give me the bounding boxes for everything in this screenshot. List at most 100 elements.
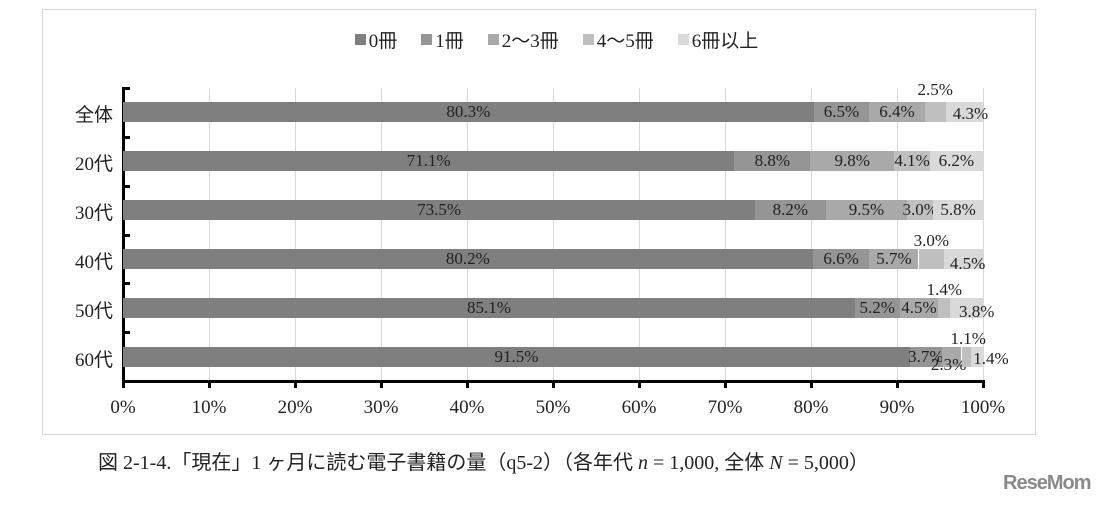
bar-row: 80.2% 6.6% 5.7% 3.0% 4.5% bbox=[123, 231, 985, 273]
gridline bbox=[897, 88, 898, 381]
x-tick bbox=[810, 380, 813, 388]
value-label: 6.4% bbox=[879, 102, 915, 122]
category-label: 30代 bbox=[74, 203, 113, 225]
y-tick bbox=[122, 233, 130, 237]
x-tick-label: 40% bbox=[449, 397, 485, 418]
x-tick bbox=[466, 380, 469, 388]
x-tick-label: 90% bbox=[879, 397, 915, 418]
bar-segment bbox=[810, 151, 895, 172]
bar-segment bbox=[894, 151, 930, 172]
bar-segment bbox=[812, 248, 870, 269]
bar-row: 73.5% 8.2% 9.5% 3.0% 5.8% bbox=[123, 200, 983, 221]
x-tick-label: 50% bbox=[535, 397, 571, 418]
bar-row: 91.5% 3.7% 2.3% 1.1% 1.4% bbox=[123, 329, 1009, 374]
y-tick bbox=[122, 331, 130, 335]
value-label: 8.2% bbox=[772, 200, 809, 220]
gridline bbox=[983, 88, 984, 381]
gridline bbox=[381, 88, 382, 381]
bar-segment bbox=[123, 248, 813, 269]
value-label: 3.0% bbox=[913, 230, 950, 250]
gridline bbox=[209, 88, 210, 381]
value-label: 1.4% bbox=[926, 279, 963, 299]
legend-item: 6冊以上 bbox=[677, 26, 759, 53]
legend-swatch-icon bbox=[582, 34, 594, 45]
value-label: 85.1% bbox=[466, 297, 511, 317]
x-tick bbox=[724, 380, 727, 388]
bar-segment bbox=[961, 346, 971, 367]
bar-segment bbox=[970, 346, 983, 367]
value-label: 6.5% bbox=[823, 102, 860, 122]
legend-label: 4～5冊 bbox=[596, 31, 654, 52]
bar-segment bbox=[123, 200, 756, 221]
x-tick-label: 30% bbox=[363, 397, 399, 418]
plot-area: 0% 10% 20% 30% 40% 50% 60% 70% 80% 90% 100% 全体 80.3%… bbox=[75, 80, 1009, 418]
bar-segment bbox=[734, 151, 811, 172]
value-label: 73.5% bbox=[417, 200, 462, 220]
category-label: 全体 bbox=[74, 105, 113, 127]
caption-n-value: = 1,000, 全体 bbox=[647, 452, 770, 474]
value-label: 3.8% bbox=[958, 301, 995, 321]
y-tick bbox=[122, 135, 130, 139]
x-tick bbox=[208, 380, 211, 388]
bar-segment bbox=[854, 297, 900, 318]
category-label: 60代 bbox=[74, 349, 113, 371]
value-label: 5.7% bbox=[876, 248, 912, 268]
bar-segment bbox=[123, 346, 910, 367]
x-tick bbox=[552, 380, 555, 388]
resemom-logo: ReseMom bbox=[1003, 472, 1091, 494]
value-label: 1.1% bbox=[950, 328, 986, 348]
x-tick bbox=[638, 380, 641, 388]
gridline bbox=[811, 88, 812, 381]
legend-label: 1冊 bbox=[435, 31, 464, 52]
x-tick bbox=[122, 380, 125, 388]
legend-swatch-icon bbox=[354, 34, 366, 45]
chart-legend: 0冊 1冊 2～3冊 4～5冊 6冊以上 bbox=[0, 26, 1113, 53]
value-label: 4.5% bbox=[901, 297, 937, 317]
legend-label: 6冊以上 bbox=[691, 31, 759, 52]
caption-prefix: 図 2-1-4.「現在」1 ヶ月に読む電子書籍の量（q5-2）（各年代 bbox=[98, 452, 638, 474]
value-label: 5.2% bbox=[859, 297, 895, 317]
gridline bbox=[467, 88, 468, 381]
x-tick bbox=[982, 380, 985, 388]
bar-segment bbox=[933, 200, 983, 221]
legend-label: 0冊 bbox=[368, 31, 398, 52]
bar-segment bbox=[941, 346, 962, 367]
y-tick bbox=[122, 87, 130, 90]
value-label: 4.5% bbox=[949, 253, 986, 273]
x-tick-label: 0% bbox=[110, 397, 136, 418]
gridline bbox=[639, 88, 640, 381]
gridline bbox=[725, 88, 726, 381]
value-label: 2.3% bbox=[930, 354, 967, 374]
value-label: 3.7% bbox=[908, 346, 944, 366]
legend-item: 2～3冊 bbox=[487, 26, 559, 53]
category-label: 40代 bbox=[74, 251, 113, 273]
legend-swatch-icon bbox=[487, 34, 499, 45]
value-label: 8.8% bbox=[754, 151, 791, 171]
x-tick-label: 100% bbox=[960, 397, 1006, 418]
value-label: 71.1% bbox=[406, 151, 451, 171]
bar-segment bbox=[869, 102, 925, 123]
y-tick bbox=[122, 282, 130, 286]
x-tick-label: 80% bbox=[793, 397, 829, 418]
legend-item: 4～5冊 bbox=[582, 26, 654, 53]
y-tick bbox=[122, 380, 130, 383]
y-tick bbox=[122, 184, 130, 188]
bar-segment bbox=[813, 102, 870, 123]
bar-segment bbox=[909, 346, 942, 367]
x-tick-label: 70% bbox=[707, 397, 743, 418]
bar-segment bbox=[869, 248, 919, 269]
gridline bbox=[553, 88, 554, 381]
bar-segment bbox=[899, 297, 939, 318]
x-tick-label: 60% bbox=[621, 397, 657, 418]
value-label: 5.8% bbox=[940, 200, 976, 220]
value-label: 1.4% bbox=[973, 348, 1009, 368]
bar-segment bbox=[938, 297, 951, 318]
caption-N-value: = 5,000） bbox=[782, 452, 869, 474]
x-tick bbox=[896, 380, 899, 388]
value-label: 9.5% bbox=[848, 200, 885, 220]
bar-segment bbox=[123, 297, 855, 318]
bar-segment bbox=[123, 151, 735, 172]
value-label: 91.5% bbox=[494, 346, 539, 366]
value-label: 2.5% bbox=[917, 80, 953, 100]
value-label: 6.2% bbox=[938, 151, 975, 171]
